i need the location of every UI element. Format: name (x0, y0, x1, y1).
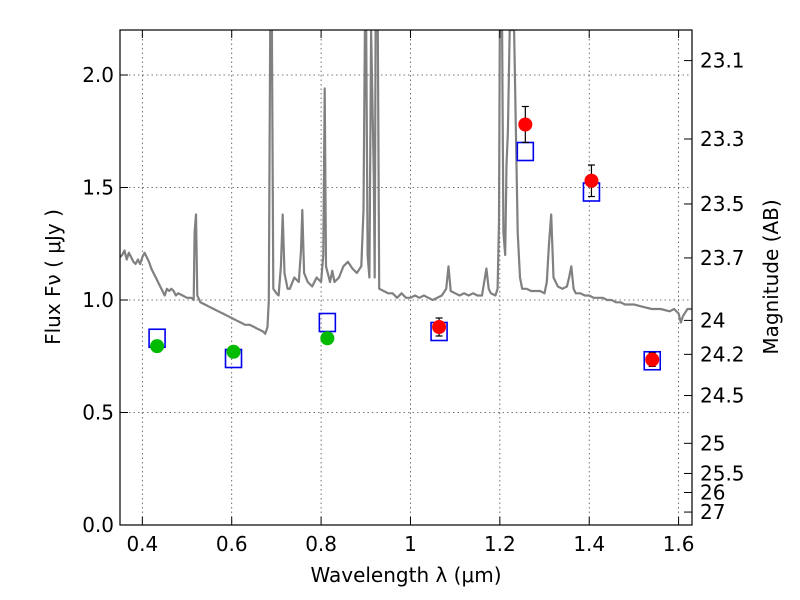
observed-point (584, 173, 599, 188)
x-tick-label: 1.4 (573, 532, 605, 556)
mag-tick-label: 27 (700, 500, 725, 524)
y-tick-label: 0.5 (82, 401, 114, 425)
spectrum-layer (120, 30, 692, 335)
model-photometry-square (516, 141, 535, 162)
x-tick-label: 0.6 (216, 532, 248, 556)
y-right-axis-title: Magnitude (AB) (759, 199, 783, 354)
tick-layer: 0.4 0.6 0.8 1 1.2 1.4 1.6 0.0 0.5 1.0 1.5 2.0 23.1 23… (82, 30, 745, 556)
y-tick-label: 1.5 (82, 176, 114, 200)
model-photometry-square (318, 312, 337, 333)
plot-frame (119, 29, 693, 526)
x-tick-label: 1.6 (663, 532, 695, 556)
mag-tick-label: 25 (700, 431, 725, 455)
observed-point (432, 320, 447, 334)
x-tick-label: 0.4 (126, 532, 158, 556)
spectrum-line (120, 30, 692, 335)
grid (120, 30, 692, 526)
mag-tick-label: 26 (700, 480, 725, 504)
model-photometry-square (643, 350, 662, 371)
mag-tick-label: 23.7 (700, 246, 745, 270)
y-tick-label: 1.0 (82, 288, 114, 312)
x-tick-label: 1 (404, 532, 417, 556)
mag-tick-label: 25.5 (700, 461, 745, 485)
observed-point (150, 339, 165, 354)
x-axis-title: Wavelength λ (μm) (310, 563, 501, 587)
x-tick-label: 1.2 (484, 532, 516, 556)
mag-tick-label: 24.5 (700, 384, 745, 408)
y-tick-label: 2.0 (82, 63, 114, 87)
mag-tick-label: 24 (700, 308, 725, 332)
observed-point (226, 344, 241, 359)
observed-point (320, 331, 335, 346)
x-tick-label: 0.8 (305, 532, 337, 556)
mag-tick-label: 24.2 (700, 342, 745, 366)
mag-tick-label: 23.5 (700, 192, 745, 216)
observed-point (518, 117, 533, 132)
mag-tick-label: 23.3 (700, 127, 745, 151)
observed-point (645, 352, 660, 367)
mag-tick-label: 23.1 (700, 49, 745, 73)
marker-layer (148, 105, 662, 371)
y-axis-title: Flux Fν ( μJy ) (41, 209, 65, 345)
y-tick-label: 0.0 (82, 513, 114, 537)
